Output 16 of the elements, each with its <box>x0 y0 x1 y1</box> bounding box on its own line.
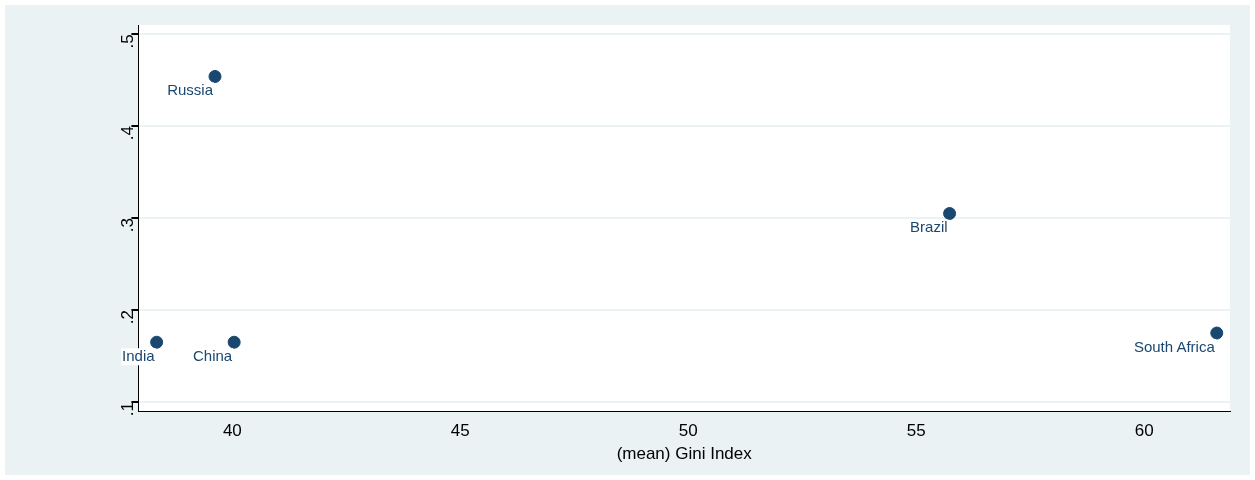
y-tick-label: .5 <box>118 34 138 49</box>
x-tick-label: 55 <box>906 421 926 441</box>
y-tick-label: .1 <box>118 402 138 417</box>
annotation: India <box>122 346 156 364</box>
annotation: South Africa <box>1133 337 1216 355</box>
y-tick-label: .2 <box>118 310 138 325</box>
y-tick-label: .3 <box>118 218 138 233</box>
x-tick-label: 50 <box>678 421 698 441</box>
annotation: China <box>192 346 233 364</box>
annotation: Russia <box>167 81 214 99</box>
x-axis-title: (mean) Gini Index <box>616 444 753 464</box>
x-tick-label: 45 <box>450 421 470 441</box>
x-tick-label: 40 <box>222 421 242 441</box>
annotation: Brazil <box>910 218 948 236</box>
x-tick-label: 60 <box>1134 421 1154 441</box>
y-tick-label: .4 <box>118 126 138 141</box>
